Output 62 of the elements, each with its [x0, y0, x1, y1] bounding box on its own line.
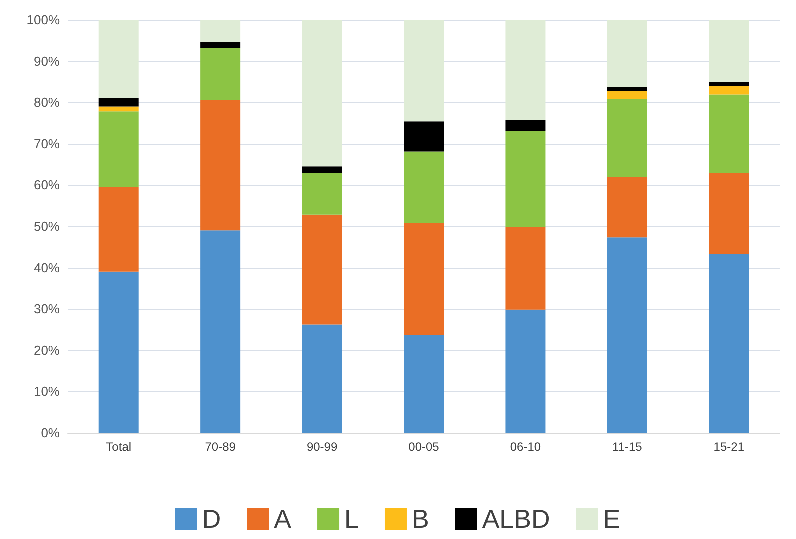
y-tick-label: 50% — [34, 219, 60, 234]
y-tick-label: 30% — [34, 302, 60, 317]
bar — [98, 98, 139, 107]
x-tick-label: 70-89 — [205, 440, 236, 454]
legend-label: A — [274, 504, 292, 534]
bar — [98, 272, 139, 433]
bar — [607, 238, 648, 433]
bar — [404, 223, 444, 336]
bar — [709, 86, 750, 95]
bar — [98, 20, 139, 98]
bar — [506, 227, 546, 310]
bar — [200, 42, 241, 48]
bar — [200, 20, 241, 42]
bar — [607, 177, 648, 238]
y-tick-label: 90% — [34, 54, 60, 69]
bar — [709, 254, 750, 433]
bar — [506, 20, 546, 120]
bar — [404, 336, 444, 433]
legend-label: ALBD — [482, 504, 550, 534]
bar — [506, 310, 546, 433]
y-tick-label: 80% — [34, 95, 60, 110]
bar — [98, 112, 139, 188]
bar — [302, 324, 342, 433]
x-tick-label: Total — [106, 440, 132, 454]
bar — [98, 187, 139, 272]
y-tick-label: 100% — [26, 12, 60, 28]
bar — [200, 100, 241, 231]
bar — [302, 20, 342, 167]
bar — [709, 20, 750, 82]
x-tick-label: 11-15 — [612, 440, 643, 454]
bar — [200, 230, 241, 433]
x-tick-label: 00-05 — [408, 440, 440, 454]
bar — [404, 122, 444, 152]
legend-label: B — [412, 504, 430, 534]
x-tick-label: 15-21 — [714, 440, 745, 454]
bar — [404, 152, 444, 224]
bar — [302, 214, 342, 325]
y-tick-label: 40% — [34, 260, 60, 276]
bar — [709, 173, 750, 254]
bar — [709, 82, 750, 86]
legend-label: L — [344, 504, 359, 534]
bar — [607, 91, 648, 100]
y-tick-label: 10% — [34, 384, 60, 400]
bar — [506, 120, 546, 132]
bar — [607, 20, 648, 88]
bar — [200, 48, 241, 100]
bar — [302, 166, 342, 174]
legend-label: D — [202, 504, 222, 534]
bar — [709, 94, 750, 174]
legend-label: E — [603, 504, 621, 534]
bar — [404, 20, 444, 122]
y-tick-label: 70% — [34, 136, 60, 152]
y-tick-label: 0% — [41, 426, 60, 440]
y-tick-label: 20% — [34, 342, 60, 358]
y-tick-label: 60% — [34, 178, 60, 193]
bar — [506, 131, 546, 228]
bar — [98, 106, 139, 112]
bar — [607, 99, 648, 178]
x-tick-label: 90-99 — [306, 440, 338, 454]
x-tick-label: 06-10 — [510, 440, 542, 454]
bar — [302, 173, 342, 215]
bar — [607, 87, 648, 92]
